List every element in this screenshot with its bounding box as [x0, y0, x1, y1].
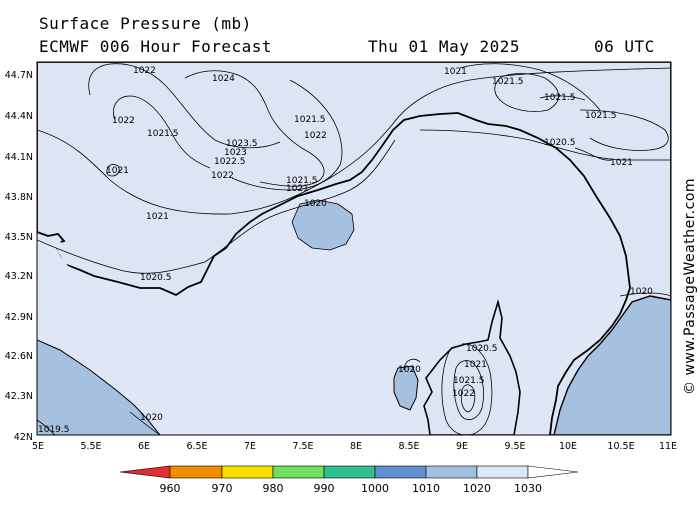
isobar-label: 1020: [140, 413, 163, 423]
isobar-label: 1020.5: [466, 344, 498, 354]
lon-label: 10E: [559, 441, 577, 452]
mainland-coast: [37, 62, 671, 435]
low-pressure-blob: [291, 199, 355, 251]
lon-label: 9.5E: [504, 441, 525, 452]
colorbar-tick: 1030: [514, 482, 542, 495]
isobar-label: 1022: [112, 116, 135, 126]
map-area: 1022 1024 1022 1021.5 1021 1023.5 1023 1…: [37, 62, 671, 435]
lon-label: 11E: [659, 441, 677, 452]
isobar-label: 1021: [610, 158, 633, 168]
lon-label: 9E: [456, 441, 468, 452]
lon-label: 5E: [32, 441, 44, 452]
lon-label: 8E: [350, 441, 362, 452]
colorbar-tick: 980: [263, 482, 284, 495]
lon-label: 6E: [138, 441, 150, 452]
isobar-label: 1021.5: [147, 129, 179, 139]
isobar-label: 1020.5: [140, 273, 172, 283]
colorbar-tick: 990: [314, 482, 335, 495]
lat-label: 44.7N: [5, 70, 33, 81]
colorbar-segment: [169, 465, 223, 479]
isobar-label: 1021.5: [585, 111, 617, 121]
isobar-label: 1020: [398, 365, 421, 375]
colorbar-tick: 1000: [361, 482, 389, 495]
lon-label: 6.5E: [186, 441, 207, 452]
corsica: [423, 298, 521, 435]
isobar-label: 1020: [630, 287, 653, 297]
forecast-time: 06 UTC: [594, 37, 655, 56]
lon-label: 10.5E: [607, 441, 634, 452]
lat-label: 42.3N: [5, 391, 33, 402]
lat-label: 43.2N: [5, 271, 33, 282]
isobar-label: 1021.5: [492, 77, 524, 87]
lat-label: 43.8N: [5, 192, 33, 203]
colorbar-segment: [527, 465, 579, 479]
colorbar-segment: [476, 465, 529, 479]
isobar-label: 1021.5: [294, 115, 326, 125]
isobar-label: 1020: [304, 199, 327, 209]
longitude-axis: 5E 5.5E 6E 6.5E 7E 7.5E 8E 8.5E 9E 9.5E …: [32, 441, 677, 452]
lat-label: 42N: [14, 432, 33, 443]
italy-land: [553, 295, 671, 435]
lon-label: 7.5E: [292, 441, 313, 452]
forecast-date: Thu 01 May 2025: [368, 37, 520, 56]
isobar-label: 1020.5: [544, 138, 576, 148]
colorbar-segment: [272, 465, 325, 479]
isobar-label: 1022: [452, 389, 475, 399]
lat-label: 42.6N: [5, 351, 33, 362]
isobar-label: 1021.5: [544, 93, 576, 103]
lat-label: 42.9N: [5, 312, 33, 323]
sw-land: [37, 339, 161, 435]
colorbar-tick: 970: [212, 482, 233, 495]
isobar-labels: 1022 1024 1022 1021.5 1021 1023.5 1023 1…: [38, 66, 653, 435]
lat-label: 43.5N: [5, 232, 33, 243]
isobar-label: 1023.5: [226, 139, 258, 149]
lon-label: 8.5E: [398, 441, 419, 452]
lat-label: 44.1N: [5, 152, 33, 163]
isobar-label: 1024: [212, 74, 235, 84]
colorbar-tick: 960: [160, 482, 181, 495]
isobar-label: 1019.5: [38, 425, 70, 435]
isobar-label: 1021: [106, 166, 129, 176]
isobar-label: 1021: [444, 67, 467, 77]
map-frame: [36, 61, 672, 436]
isobar-label: 1022: [133, 66, 156, 76]
isobar-label: 1021: [286, 184, 309, 194]
map-title: Surface Pressure (mb): [39, 14, 252, 33]
latitude-axis: 44.7N 44.4N 44.1N 43.8N 43.5N 43.2N 42.9…: [5, 70, 33, 443]
colorbar-segment: [425, 465, 478, 479]
isobar-label: 1022: [304, 131, 327, 141]
colorbar-tick: 1020: [463, 482, 491, 495]
isobars: [37, 62, 671, 435]
isobar-label: 1022: [211, 171, 234, 181]
isobar-label: 1021: [146, 212, 169, 222]
isobar-label: 1021.5: [286, 176, 318, 186]
lat-label: 44.4N: [5, 111, 33, 122]
forecast-model-label: ECMWF 006 Hour Forecast: [39, 37, 273, 56]
colorbar-segment: [221, 465, 274, 479]
lon-label: 7E: [244, 441, 256, 452]
isobar-label: 1021: [464, 360, 487, 370]
colorbar-segment: [374, 465, 427, 479]
isobar-label: 1023: [224, 148, 247, 158]
colorbar-segment: [323, 465, 376, 479]
site-credit: © www.PassageWeather.com: [682, 178, 698, 395]
lon-label: 5.5E: [80, 441, 101, 452]
capraia-island: [393, 365, 419, 411]
isobar-label: 1021.5: [453, 376, 485, 386]
isobar-label: 1022.5: [214, 157, 246, 167]
colorbar-tick: 1010: [412, 482, 440, 495]
colorbar-ticks: 960 970 980 990 1000 1010 1020 1030: [160, 482, 543, 495]
colorbar-segment: [119, 465, 171, 479]
pressure-colorbar: [119, 465, 579, 479]
